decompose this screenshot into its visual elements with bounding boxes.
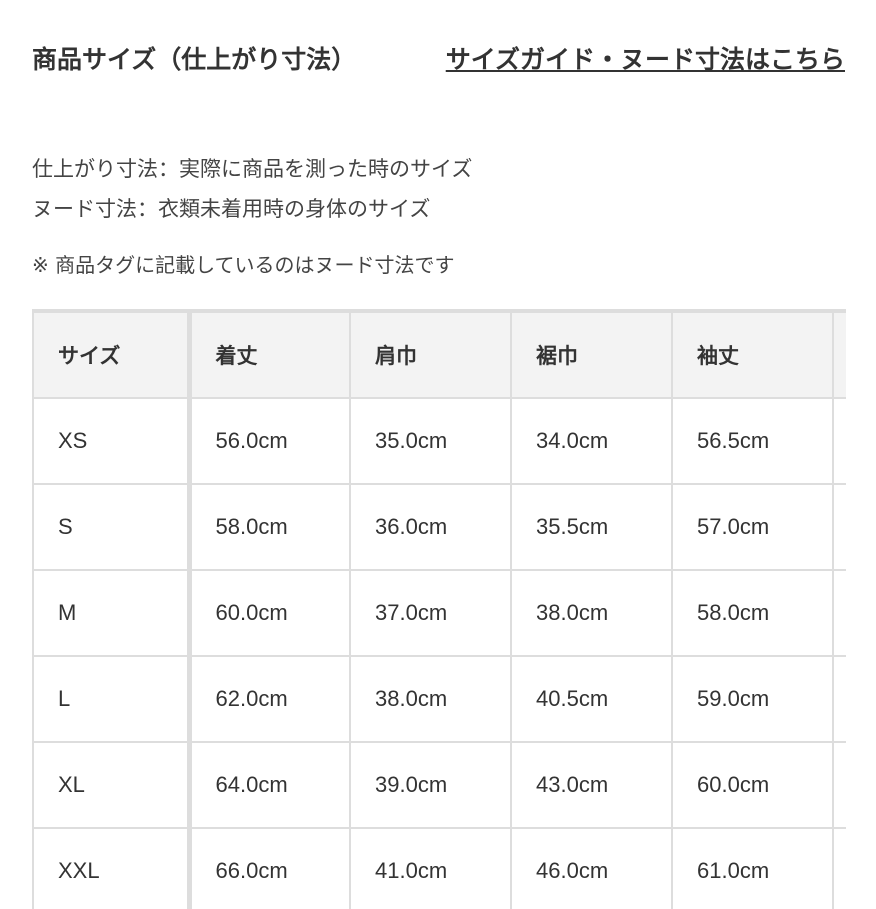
table-row: XS 56.0cm 35.0cm 34.0cm 56.5cm [32,397,846,485]
size-guide-link[interactable]: サイズガイド・ヌード寸法はこちら [445,45,845,74]
note-finished-size: 仕上がり寸法：実際に商品を測った時のサイズ [32,157,473,181]
column-header: サイズ [32,311,192,399]
table-cell: S [32,483,192,571]
table-cell: 39.0cm [349,741,512,829]
table-header-row: サイズ 着丈 肩巾 裾巾 袖丈 [32,311,846,399]
table-cell: XS [32,397,192,485]
table-cell [832,569,846,657]
table-cell: 66.0cm [188,827,351,909]
table-cell: XL [32,741,192,829]
table-row: M 60.0cm 37.0cm 38.0cm 58.0cm [32,569,846,657]
table-cell: 58.0cm [671,569,834,657]
column-header: 着丈 [188,311,351,399]
table-row: XXL 66.0cm 41.0cm 46.0cm 61.0cm [32,827,846,909]
table-cell: XXL [32,827,192,909]
size-table: サイズ 着丈 肩巾 裾巾 袖丈 XS 56.0cm 35.0cm 34.0cm 56.5cm S 5… [32,309,846,909]
note-tag: ※ 商品タグに記載しているのはヌード寸法です [32,253,455,277]
table-cell: 60.0cm [188,569,351,657]
column-header: 肩巾 [349,311,512,399]
table-cell: 60.0cm [671,741,834,829]
page-title: 商品サイズ（仕上がり寸法） [32,45,357,74]
table-cell: 35.0cm [349,397,512,485]
column-header: 袖丈 [671,311,834,399]
table-cell: 41.0cm [349,827,512,909]
table-cell: 59.0cm [671,655,834,743]
table-cell: 57.0cm [671,483,834,571]
table-cell: 38.0cm [349,655,512,743]
table-row: S 58.0cm 36.0cm 35.5cm 57.0cm [32,483,846,571]
table-row: XL 64.0cm 39.0cm 43.0cm 60.0cm [32,741,846,829]
table-cell [832,741,846,829]
column-header: 裾巾 [510,311,673,399]
table-cell: 64.0cm [188,741,351,829]
table-cell: 56.5cm [671,397,834,485]
table-cell: 43.0cm [510,741,673,829]
table-cell: 56.0cm [188,397,351,485]
table-cell [832,483,846,571]
table-cell: 62.0cm [188,655,351,743]
table-cell: 46.0cm [510,827,673,909]
column-header [832,311,846,399]
table-cell [832,655,846,743]
table-cell: 36.0cm [349,483,512,571]
table-cell [832,397,846,485]
table-cell [832,827,846,909]
table-cell: 34.0cm [510,397,673,485]
table-cell: 35.5cm [510,483,673,571]
table-cell: 58.0cm [188,483,351,571]
table-cell: 40.5cm [510,655,673,743]
table-cell: M [32,569,192,657]
table-cell: 38.0cm [510,569,673,657]
table-cell: 61.0cm [671,827,834,909]
table-row: L 62.0cm 38.0cm 40.5cm 59.0cm [32,655,846,743]
note-nude-size: ヌード寸法：衣類未着用時の身体のサイズ [32,197,431,221]
table-cell: L [32,655,192,743]
table-cell: 37.0cm [349,569,512,657]
